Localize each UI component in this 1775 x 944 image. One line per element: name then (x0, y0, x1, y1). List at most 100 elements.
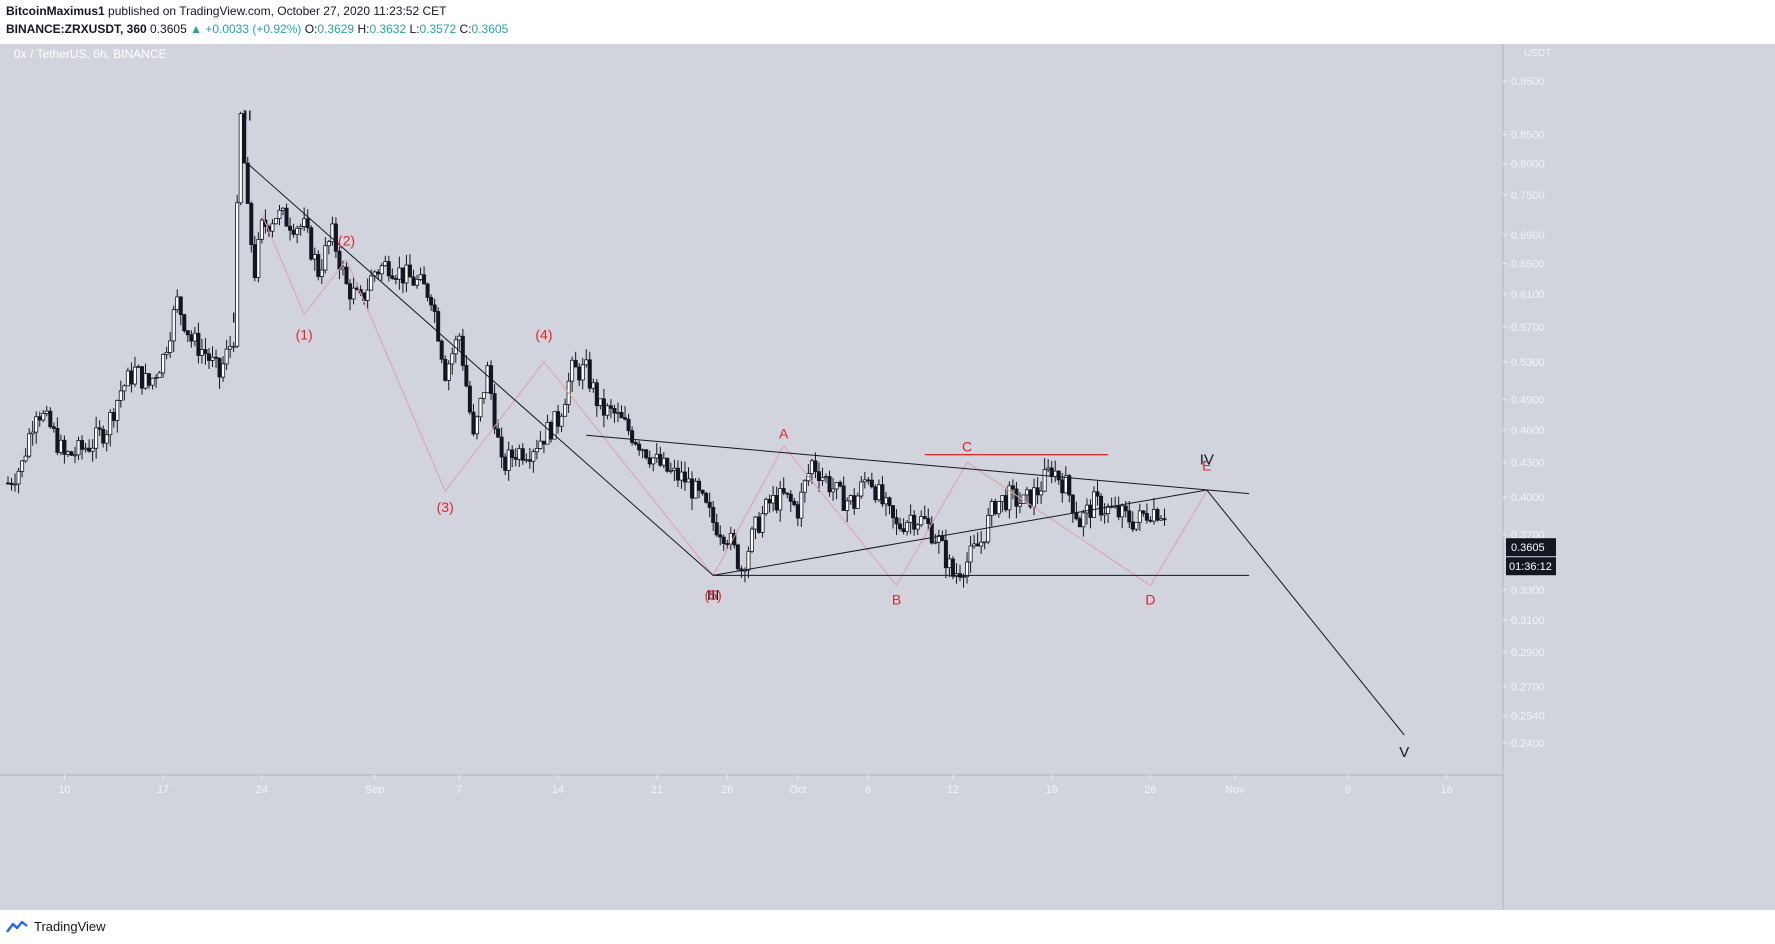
time-tick-label: Sep (365, 784, 385, 796)
candle-body (1148, 519, 1153, 522)
time-tick-label: 10 (58, 784, 70, 796)
candle-body (658, 453, 663, 466)
candle-body (1070, 494, 1075, 514)
footer: TradingView (0, 910, 1775, 944)
price-change: ▲ +0.0033 (+0.92%) (190, 22, 302, 36)
wave-label-minor: (1) (296, 327, 313, 343)
candle-body (1155, 509, 1160, 521)
price-tick-label: 0.2400 (1511, 738, 1545, 750)
candle-body (312, 254, 317, 260)
author-name[interactable]: BitcoinMaximus1 (6, 4, 105, 18)
countdown-badge (1506, 557, 1556, 576)
candle-body (905, 521, 910, 532)
candle-body (975, 543, 980, 547)
candle-body (295, 227, 300, 235)
candle-body (926, 518, 931, 524)
candle-body (65, 451, 70, 455)
candle-body (425, 283, 430, 298)
candle-body (1007, 485, 1012, 511)
candle-body (690, 478, 695, 499)
candle-body (855, 495, 860, 509)
candle-body (841, 485, 846, 511)
candle-body (245, 162, 250, 204)
open-label: O: (304, 22, 318, 36)
candle-body (161, 353, 166, 374)
candle-body (143, 373, 148, 389)
wave-label-minor: C (962, 438, 972, 454)
candle-body (1049, 467, 1054, 478)
candle-body (97, 427, 102, 430)
price-tick-label: 0.6500 (1511, 259, 1545, 271)
price-chart[interactable]: 0x / TetherUS, 6h, BINANCE USDT 0.9500 0.85… (0, 44, 1775, 910)
wave-label-minor: A (779, 425, 789, 441)
tradingview-logo[interactable]: TradingView (6, 919, 106, 934)
candle-body (235, 202, 240, 347)
candle-body (379, 265, 384, 275)
candle-body (654, 453, 659, 459)
candle-body (464, 365, 469, 387)
chart-area[interactable]: 0x / TetherUS, 6h, BINANCE USDT 0.9500 0.85… (0, 44, 1775, 910)
candle-body (51, 426, 56, 429)
candle-body (982, 541, 987, 544)
candle-body (90, 447, 95, 452)
candle-body (485, 365, 490, 394)
candle-body (192, 332, 197, 342)
candle-body (605, 405, 610, 416)
candle-body (259, 219, 264, 240)
candle-body (665, 457, 670, 472)
candle-body (1102, 513, 1107, 516)
candle-body (972, 543, 977, 547)
candle-body (1095, 491, 1100, 497)
candle-body (831, 488, 836, 493)
candle-body (594, 382, 599, 407)
candle-body (612, 407, 617, 414)
price-tick-label: 0.9500 (1511, 76, 1545, 88)
candle-body (718, 534, 723, 538)
candle-body (838, 482, 843, 487)
candle-body (915, 524, 920, 530)
candle-body (538, 440, 543, 449)
wave-label-minor: (2) (338, 232, 355, 248)
candle-body (778, 488, 783, 511)
high-label: H: (357, 22, 370, 36)
candle-body (1024, 489, 1029, 496)
candle-body (598, 398, 603, 407)
candle-body (1091, 491, 1096, 518)
time-tick-label: 7 (456, 784, 462, 796)
candle-body (44, 410, 49, 414)
candle-body (1060, 479, 1065, 494)
candle-body (48, 410, 53, 428)
candle-body (482, 392, 487, 399)
candle-body (340, 266, 345, 270)
candle-body (122, 385, 127, 392)
candle-body (633, 442, 638, 445)
candle-body (707, 501, 712, 508)
time-tick-label: 17 (157, 784, 169, 796)
candle-body (891, 505, 896, 519)
candle-body (697, 480, 702, 491)
symbol-label[interactable]: BINANCE:ZRXUSDT, 360 (6, 22, 147, 36)
candle-body (154, 377, 159, 379)
candle-body (1067, 475, 1072, 496)
candle-body (224, 348, 229, 365)
candle-body (1116, 505, 1121, 518)
candle-body (457, 335, 462, 341)
candle-body (450, 353, 455, 365)
candle-body (746, 550, 751, 571)
candle-body (774, 495, 779, 511)
candle-body (792, 500, 797, 506)
candle-body (506, 449, 511, 471)
candle-body (221, 363, 226, 378)
price-tick-label: 0.3100 (1511, 615, 1545, 627)
price-tick-label: 0.8500 (1511, 130, 1545, 142)
candle-body (764, 498, 769, 515)
last-price-badge (1506, 538, 1556, 557)
high-value: 0.3632 (369, 22, 407, 36)
candle-body (827, 476, 832, 493)
time-tick-label: Oct (789, 784, 806, 796)
candle-body (541, 440, 546, 445)
candle-body (704, 492, 709, 503)
time-tick-label: 21 (651, 784, 663, 796)
candle-body (584, 359, 589, 366)
wave-label-primary: V (1399, 744, 1409, 761)
